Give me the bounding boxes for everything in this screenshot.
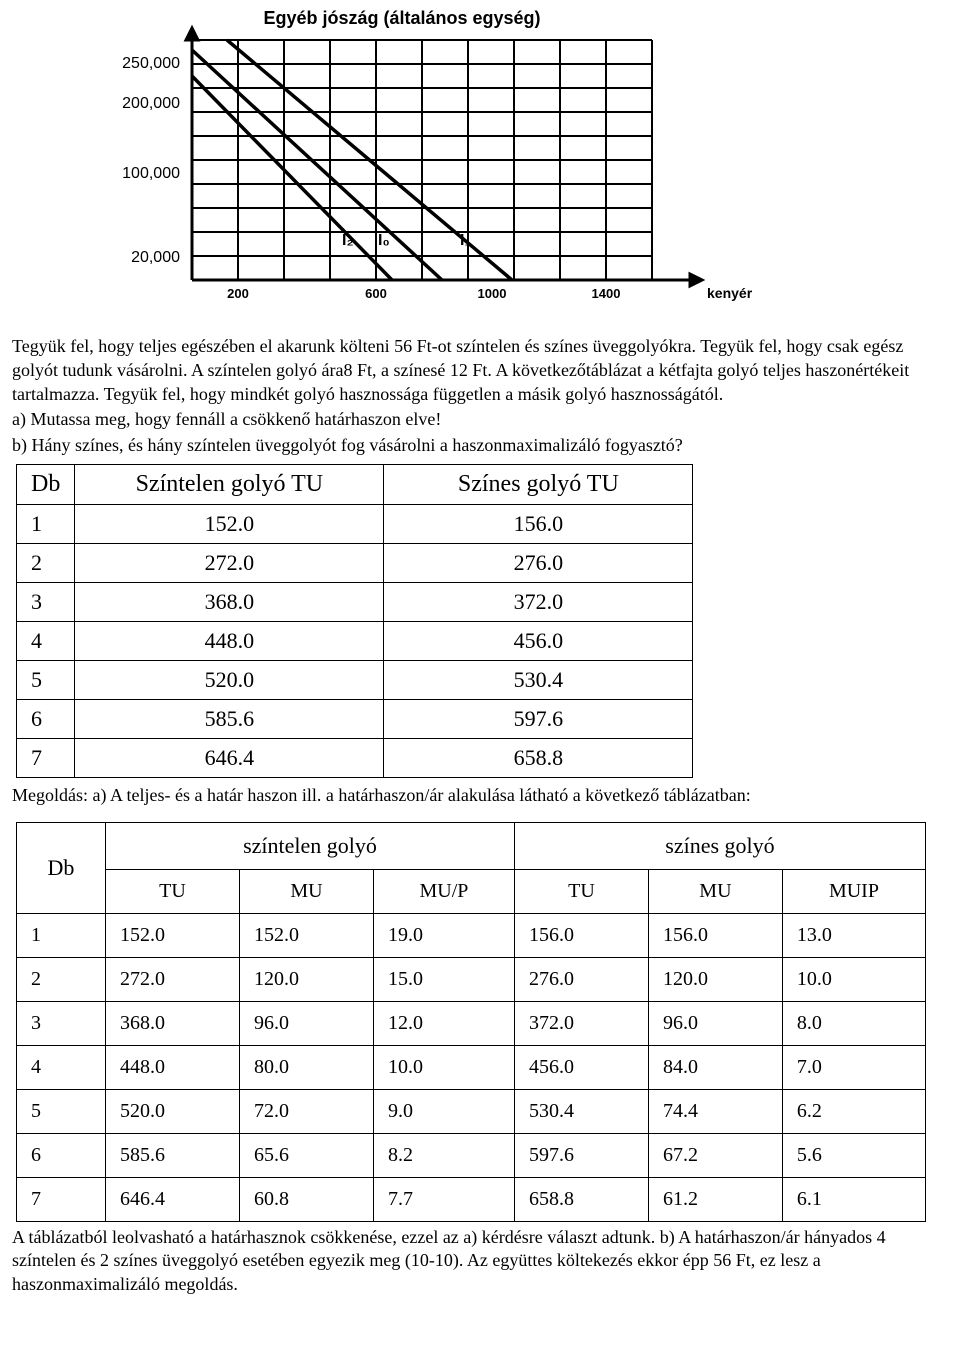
- table-row: 1152.0156.0: [17, 504, 693, 543]
- chart-x-labels: 200 600 1000 1400: [227, 286, 620, 301]
- solution-table: Db színtelen golyó színes golyó TU MU MU…: [16, 822, 926, 1222]
- table-row: Db Színtelen golyó TU Színes golyó TU: [17, 464, 693, 504]
- table-row: 1152.0152.019.0156.0156.013.0: [17, 913, 926, 957]
- table-row: 6585.6597.6: [17, 699, 693, 738]
- svg-text:1400: 1400: [592, 286, 621, 301]
- table-header: TU: [106, 869, 240, 913]
- svg-text:200: 200: [227, 286, 249, 301]
- table-header: Színes golyó TU: [384, 464, 693, 504]
- svg-text:600: 600: [365, 286, 387, 301]
- table-header: Db: [17, 822, 106, 913]
- chart-y-labels: 250,000 200,000 100,000 20,000: [122, 55, 180, 266]
- line-label-i0: I₀: [378, 232, 390, 249]
- question-a: a) Mutassa meg, hogy fennáll a csökkenő …: [12, 408, 948, 432]
- table-row: TU MU MU/P TU MU MUIP: [17, 869, 926, 913]
- table-row: 4448.080.010.0456.084.07.0: [17, 1045, 926, 1089]
- solution-intro: Megoldás: a) A teljes- és a határ haszon…: [12, 784, 948, 808]
- table-header: színes golyó: [514, 822, 925, 869]
- chart-title: Egyéb jószág (általános egység): [263, 10, 540, 28]
- table-header: Színtelen golyó TU: [75, 464, 384, 504]
- table-row: 6585.665.68.2597.667.25.6: [17, 1133, 926, 1177]
- line-label-i2: I₂: [342, 232, 354, 249]
- tu-table: Db Színtelen golyó TU Színes golyó TU 11…: [16, 464, 693, 778]
- table-row: 2272.0120.015.0276.0120.010.0: [17, 957, 926, 1001]
- svg-text:1000: 1000: [478, 286, 507, 301]
- indifference-chart: Egyéb jószág (általános egység): [52, 10, 948, 325]
- table-row: 4448.0456.0: [17, 621, 693, 660]
- svg-text:20,000: 20,000: [131, 249, 180, 266]
- line-label-i1: I₁: [460, 232, 471, 249]
- table-row: 7646.460.87.7658.861.26.1: [17, 1177, 926, 1221]
- table-row: 3368.096.012.0372.096.08.0: [17, 1001, 926, 1045]
- table-header: MU/P: [373, 869, 514, 913]
- table-header: MUIP: [782, 869, 925, 913]
- problem-paragraph: Tegyük fel, hogy teljes egészében el aka…: [12, 335, 948, 406]
- table-row: 3368.0372.0: [17, 582, 693, 621]
- svg-text:100,000: 100,000: [122, 165, 180, 182]
- table-header: TU: [514, 869, 648, 913]
- table-header: színtelen golyó: [106, 822, 515, 869]
- table-header: Db: [17, 464, 75, 504]
- chart-grid: [192, 40, 652, 280]
- table-header: MU: [648, 869, 782, 913]
- question-b: b) Hány színes, és hány színtelen üveggo…: [12, 434, 948, 458]
- table-row: 5520.0530.4: [17, 660, 693, 699]
- table-row: 7646.4658.8: [17, 738, 693, 777]
- svg-text:200,000: 200,000: [122, 95, 180, 112]
- x-axis-caption: kenyér (kg): [707, 285, 752, 301]
- table-row: 5520.072.09.0530.474.46.2: [17, 1089, 926, 1133]
- chart-svg: Egyéb jószág (általános egység): [52, 10, 752, 320]
- table-row: Db színtelen golyó színes golyó: [17, 822, 926, 869]
- conclusion-paragraph: A táblázatból leolvasható a határhasznok…: [12, 1226, 948, 1297]
- table-header: MU: [239, 869, 373, 913]
- table-row: 2272.0276.0: [17, 543, 693, 582]
- chart-axes: [186, 28, 702, 286]
- svg-text:250,000: 250,000: [122, 55, 180, 72]
